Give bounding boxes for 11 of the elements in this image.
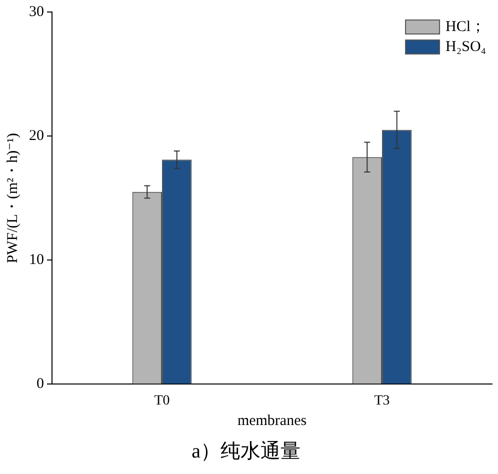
legend-label: H₂SO₄ [446, 38, 486, 55]
y-tick-label: 30 [29, 4, 44, 20]
y-axis-title: PWF/(L・(m²・h)⁻¹) [4, 132, 21, 264]
x-tick-label: T3 [374, 393, 390, 408]
text: a）纯水通量 [192, 440, 300, 462]
y-tick-label: 0 [36, 376, 44, 392]
y-tick-label: 20 [29, 128, 44, 144]
legend-label: HCl； [446, 18, 486, 35]
y-tick-label: 10 [29, 252, 44, 268]
x-tick-label: T0 [154, 393, 170, 408]
x-axis-title: membranes [237, 412, 307, 429]
